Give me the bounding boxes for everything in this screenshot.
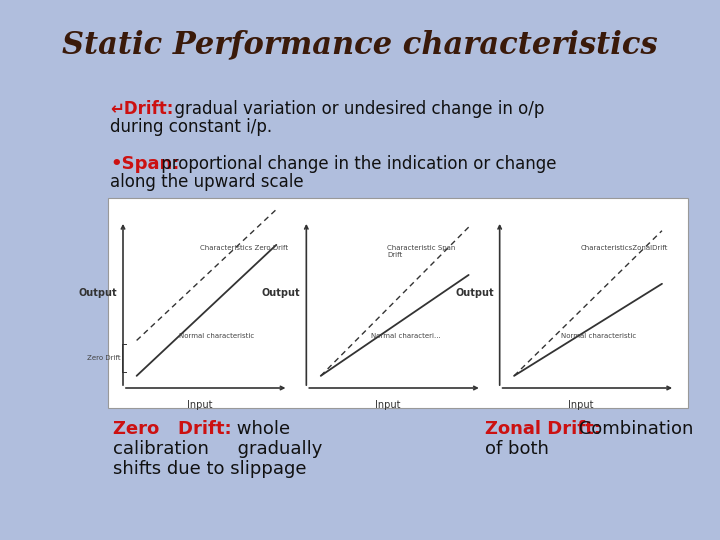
Text: along the upward scale: along the upward scale bbox=[110, 173, 304, 191]
Text: CharacteristicsZonalDrift: CharacteristicsZonalDrift bbox=[581, 245, 668, 251]
Text: shifts due to slippage: shifts due to slippage bbox=[113, 460, 307, 478]
Text: Zero   Drift:: Zero Drift: bbox=[113, 420, 232, 438]
Text: during constant i/p.: during constant i/p. bbox=[110, 118, 272, 136]
Text: Normal characteristic: Normal characteristic bbox=[179, 333, 254, 339]
Text: Zonal Drift:: Zonal Drift: bbox=[485, 420, 600, 438]
Text: Zero Drift: Zero Drift bbox=[87, 355, 121, 361]
Text: Input: Input bbox=[187, 400, 212, 410]
Text: gradual variation or undesired change in o/p: gradual variation or undesired change in… bbox=[164, 100, 544, 118]
Text: •Span:: •Span: bbox=[110, 155, 179, 173]
Text: ↵Drift:: ↵Drift: bbox=[110, 100, 174, 118]
FancyBboxPatch shape bbox=[108, 198, 688, 408]
Text: Combination: Combination bbox=[572, 420, 693, 438]
Text: Output: Output bbox=[455, 288, 494, 298]
Text: proportional change in the indication or change: proportional change in the indication or… bbox=[156, 155, 557, 173]
Text: calibration     gradually: calibration gradually bbox=[113, 440, 323, 458]
Text: Normal characteri...: Normal characteri... bbox=[371, 333, 441, 339]
Text: Output: Output bbox=[261, 288, 300, 298]
Text: Normal characteristic: Normal characteristic bbox=[561, 333, 636, 339]
Text: Characteristic Span
Drift: Characteristic Span Drift bbox=[387, 245, 456, 258]
Text: of both: of both bbox=[485, 440, 549, 458]
Text: Input: Input bbox=[568, 400, 593, 410]
Text: Characteristics Zero Drift: Characteristics Zero Drift bbox=[199, 245, 288, 251]
Text: Output: Output bbox=[78, 288, 117, 298]
Text: whole: whole bbox=[208, 420, 290, 438]
Text: Input: Input bbox=[374, 400, 400, 410]
Text: Static Performance characteristics: Static Performance characteristics bbox=[62, 30, 658, 60]
